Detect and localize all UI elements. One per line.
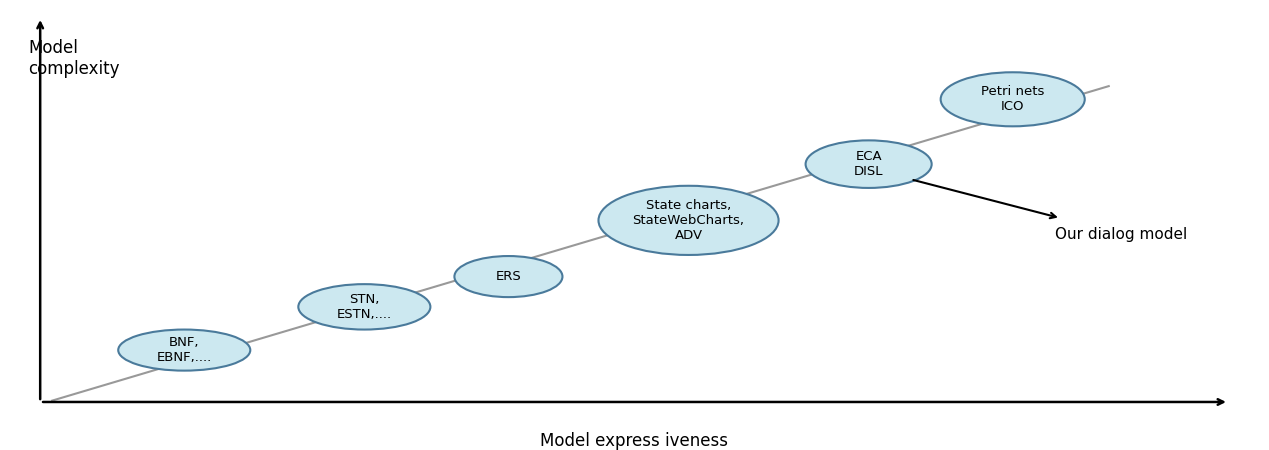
Text: Our dialog model: Our dialog model (1055, 227, 1187, 242)
Text: ERS: ERS (496, 270, 522, 283)
Text: Model
complexity: Model complexity (28, 39, 119, 77)
Text: Model express iveness: Model express iveness (541, 432, 728, 450)
Ellipse shape (298, 284, 430, 329)
Ellipse shape (806, 140, 931, 188)
Text: BNF,
EBNF,....: BNF, EBNF,.... (156, 336, 212, 364)
Ellipse shape (454, 256, 562, 297)
Ellipse shape (118, 329, 250, 371)
Text: State charts,
StateWebCharts,
ADV: State charts, StateWebCharts, ADV (632, 199, 745, 242)
Text: Petri nets
ICO: Petri nets ICO (981, 86, 1044, 113)
Ellipse shape (940, 72, 1085, 126)
Ellipse shape (599, 186, 779, 255)
Text: ECA
DISL: ECA DISL (854, 150, 883, 178)
Text: STN,
ESTN,....: STN, ESTN,.... (336, 293, 392, 321)
